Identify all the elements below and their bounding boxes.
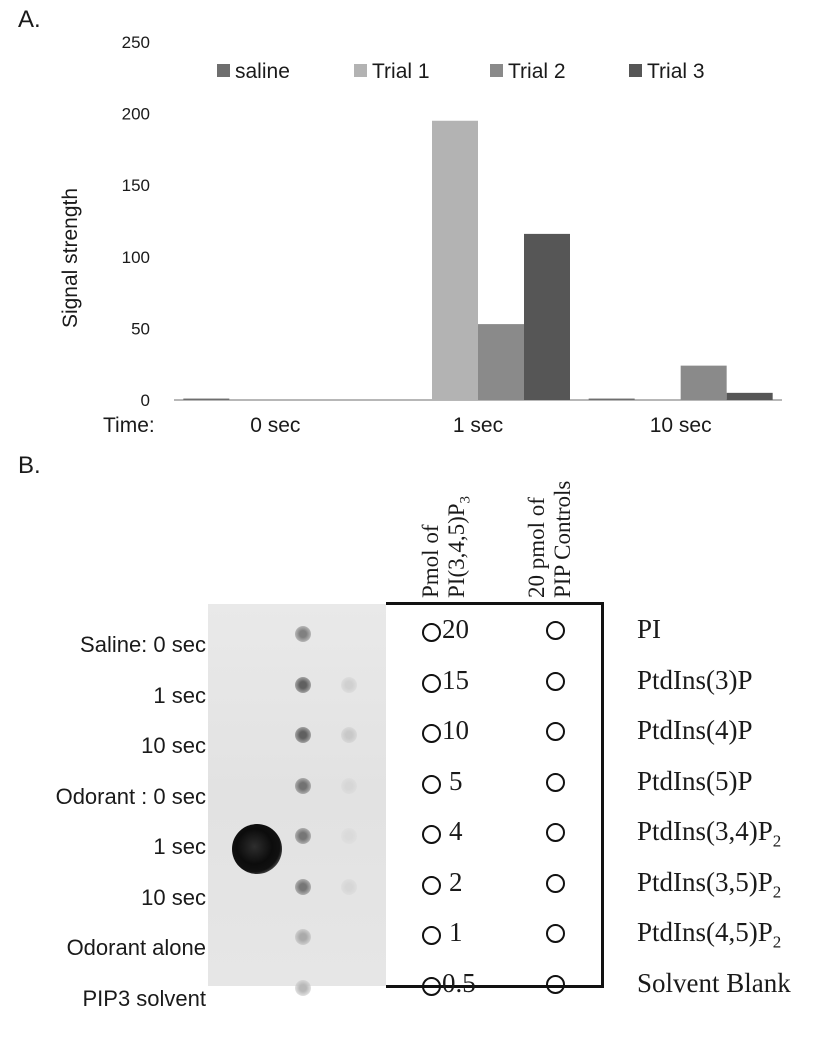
standard-circle: [422, 875, 441, 895]
sample-label: Odorant : 0 sec: [55, 783, 206, 809]
pmol-amount: 1: [449, 917, 463, 947]
standard-circle: [422, 926, 441, 945]
panel-a-label: A.: [18, 6, 41, 33]
pmol-header: Pmol of PI(3,4,5)P3: [418, 496, 479, 598]
standard-circle: [422, 774, 441, 794]
x-axis-labels: Time: 0 sec 1 sec 10 sec: [103, 414, 712, 437]
bar: [478, 324, 524, 400]
controls-header-line1: 20 pmol of: [524, 497, 549, 598]
control-lipid-label: Solvent Blank: [637, 967, 791, 998]
pmol-amount: 4: [449, 816, 463, 846]
pmol-amount: 2: [449, 866, 463, 897]
controls-header: 20 pmol of PIP Controls: [524, 481, 576, 598]
bar-chart: 0 50 100 150 200 250 Time: 0 sec 1 sec 10 sec sa…: [59, 33, 782, 437]
blot-spot: [295, 929, 311, 945]
sample-label: 1 sec: [153, 834, 206, 859]
bar: [726, 392, 773, 400]
control-lipid-label: PtdIns(3,4)P2: [637, 816, 782, 851]
blot-spot: [341, 878, 357, 895]
pmol-amount: 20: [442, 614, 469, 644]
x-category-label: 10 sec: [650, 414, 712, 437]
sample-label: PIP3 solvent: [82, 985, 206, 1011]
blot-spot: [295, 878, 311, 895]
y-tick-label: 200: [122, 105, 150, 124]
control-lipid-label: PtdIns(4)P: [637, 715, 753, 745]
legend-swatch: [629, 64, 642, 77]
control-circle: [546, 621, 565, 640]
x-axis-prefix: Time:: [103, 414, 155, 437]
blot-spot: [341, 676, 357, 693]
legend: saline Trial 1 Trial 2 Trial 3: [217, 60, 705, 83]
y-tick-label: 50: [131, 319, 150, 338]
control-circle: [546, 671, 565, 691]
blot-spot: [295, 777, 311, 794]
sample-label: 10 sec: [141, 884, 206, 910]
blot-spot: [295, 828, 311, 844]
pmol-amount: 10: [442, 715, 469, 745]
legend-label: Trial 2: [508, 60, 566, 83]
pmol-header-line2: PI(3,4,5)P3: [444, 495, 474, 598]
standard-circle: [422, 724, 441, 743]
sample-label: 10 sec: [141, 733, 206, 758]
legend-label: Trial 3: [647, 60, 705, 83]
standard-circle: [422, 673, 441, 693]
sample-label: 1 sec: [153, 682, 206, 708]
control-circle: [546, 924, 565, 943]
sample-label: Odorant alone: [66, 935, 206, 960]
control-circle: [546, 722, 565, 741]
legend-swatch: [217, 64, 230, 77]
controls-header-line2: PIP Controls: [550, 480, 575, 598]
blot-spot: [341, 828, 357, 844]
standard-circle: [422, 825, 441, 844]
standard-circle: [422, 976, 441, 996]
x-category-label: 1 sec: [453, 414, 503, 437]
bar: [524, 233, 570, 400]
y-tick-label: 0: [141, 391, 150, 410]
standards-box: [386, 602, 604, 988]
y-tick-label: 250: [122, 33, 150, 52]
standard-circle: [422, 623, 441, 642]
control-lipid-label: PtdIns(3)P: [637, 664, 753, 695]
pmol-amount: 0.5: [442, 967, 476, 998]
control-lipid-label: PtdIns(3,5)P2: [637, 866, 782, 901]
pmol-header-line1: Pmol of: [418, 524, 443, 598]
pmol-amount: 5: [449, 765, 463, 796]
panel-b-label: B.: [18, 452, 41, 479]
y-tick-label: 100: [122, 248, 150, 267]
legend-label: saline: [235, 60, 290, 83]
bar: [432, 120, 478, 400]
blot-spot: [341, 727, 357, 743]
sample-label: Saline: 0 sec: [80, 632, 206, 657]
control-lipid-label: PI: [637, 614, 662, 644]
bar: [680, 365, 727, 400]
x-category-label: 0 sec: [250, 414, 300, 437]
pmol-amount: 15: [442, 664, 469, 695]
y-axis-ticks: 0 50 100 150 200 250: [122, 33, 150, 410]
y-tick-label: 150: [122, 176, 150, 195]
control-circle: [546, 772, 565, 792]
bar: [588, 398, 635, 400]
control-circle: [546, 873, 565, 893]
blot-spot-strong: [232, 824, 282, 874]
blot-spot: [295, 626, 311, 642]
blot-spot: [341, 777, 357, 794]
legend-swatch: [490, 64, 503, 77]
control-lipid-label: PtdIns(5)P: [637, 765, 753, 796]
legend-label: Trial 1: [372, 60, 430, 83]
control-lipid-label: PtdIns(4,5)P2: [637, 917, 782, 952]
blot-spot: [295, 676, 311, 693]
bar: [183, 398, 230, 400]
control-circle: [546, 823, 565, 842]
legend-swatch: [354, 64, 367, 77]
blot-spot: [295, 727, 311, 743]
blot-spot: [295, 979, 311, 996]
blot-membrane: [208, 604, 386, 996]
bars: [183, 120, 773, 400]
y-axis-label: Signal strength: [59, 188, 82, 328]
control-circle: [546, 974, 565, 994]
